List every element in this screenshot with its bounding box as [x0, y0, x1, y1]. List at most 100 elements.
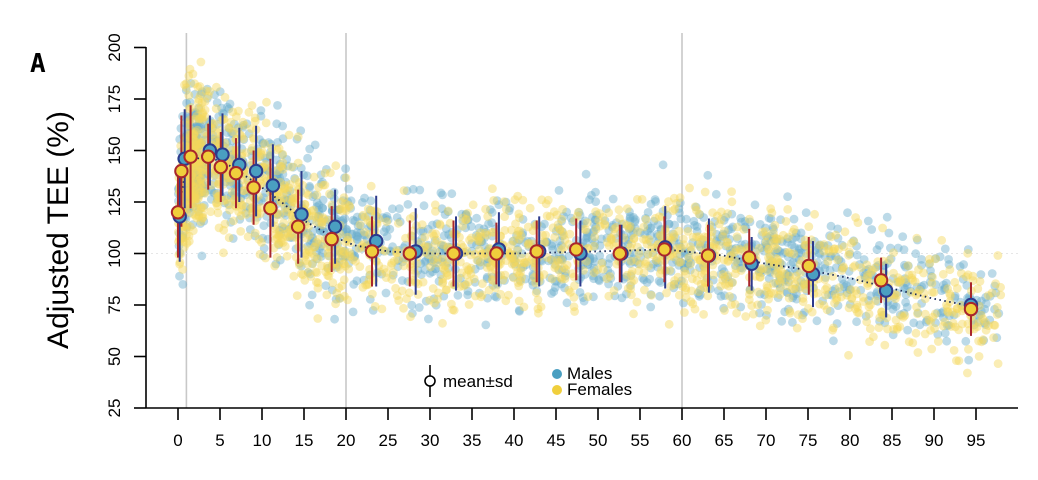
- raw-data-point: [915, 320, 925, 330]
- raw-data-point: [277, 222, 287, 232]
- raw-data-point: [933, 330, 943, 339]
- raw-data-point: [215, 87, 225, 96]
- raw-data-point: [406, 312, 415, 322]
- raw-data-point: [346, 196, 356, 206]
- raw-data-point: [315, 244, 324, 253]
- raw-data-point: [205, 87, 215, 96]
- raw-data-point: [285, 186, 295, 196]
- raw-data-point: [482, 272, 492, 282]
- raw-data-point: [683, 259, 693, 269]
- raw-data-point: [645, 274, 655, 284]
- raw-data-point: [828, 246, 838, 256]
- raw-data-point: [353, 221, 363, 231]
- raw-data-point: [736, 263, 745, 273]
- raw-data-point: [430, 236, 440, 245]
- raw-data-point: [316, 170, 326, 180]
- raw-data-point: [643, 249, 653, 259]
- raw-data-point: [181, 142, 191, 152]
- raw-data-point: [234, 123, 243, 132]
- y-tick-label-50: 50: [105, 347, 124, 366]
- raw-data-point: [259, 251, 268, 261]
- raw-data-point: [652, 229, 662, 239]
- raw-data-point: [229, 216, 238, 226]
- raw-data-point: [187, 181, 197, 191]
- raw-data-point: [262, 165, 272, 175]
- raw-data-point: [958, 274, 968, 284]
- raw-data-point: [558, 204, 567, 214]
- raw-data-point: [199, 201, 209, 210]
- raw-data-point: [785, 268, 794, 277]
- raw-data-point: [726, 249, 735, 258]
- raw-data-point: [500, 270, 510, 280]
- raw-data-point: [894, 277, 903, 287]
- raw-data-point: [643, 208, 653, 217]
- raw-data-point: [981, 299, 991, 308]
- raw-data-point: [478, 279, 487, 288]
- raw-data-point: [937, 235, 947, 245]
- raw-data-point: [278, 121, 287, 131]
- raw-data-point: [683, 227, 693, 236]
- raw-data-point: [861, 311, 871, 321]
- raw-data-point: [190, 181, 200, 190]
- raw-data-point: [320, 180, 330, 190]
- raw-data-point: [852, 317, 861, 327]
- raw-data-point: [424, 314, 433, 324]
- raw-data-point: [940, 244, 950, 254]
- raw-data-point: [510, 195, 520, 205]
- raw-data-point: [257, 196, 266, 206]
- raw-data-point: [318, 203, 328, 213]
- raw-data-point: [184, 91, 194, 100]
- raw-data-point: [728, 244, 737, 254]
- raw-data-point: [755, 289, 765, 299]
- raw-data-point: [468, 200, 478, 210]
- raw-data-point: [279, 195, 289, 205]
- raw-data-point: [598, 258, 607, 267]
- raw-data-point: [829, 323, 838, 333]
- raw-data-point: [646, 223, 656, 233]
- raw-data-point: [839, 279, 848, 289]
- raw-data-point: [312, 190, 322, 200]
- raw-data-point: [213, 201, 222, 211]
- raw-data-point: [192, 185, 202, 194]
- y-tick-label-75: 75: [105, 296, 124, 315]
- raw-data-point: [506, 240, 516, 250]
- raw-data-point: [447, 299, 456, 309]
- raw-data-point: [444, 263, 453, 273]
- raw-data-point: [725, 245, 735, 254]
- raw-data-point: [557, 227, 567, 236]
- raw-data-point: [769, 224, 778, 234]
- raw-data-point: [843, 208, 852, 218]
- raw-data-point: [339, 193, 349, 203]
- raw-data-point: [434, 288, 443, 298]
- raw-data-point: [192, 121, 202, 131]
- raw-data-point: [833, 224, 843, 234]
- raw-data-point: [610, 291, 620, 301]
- raw-data-point: [225, 123, 235, 133]
- females-mean-marker: [402, 246, 417, 261]
- raw-data-point: [629, 276, 639, 285]
- raw-data-point: [837, 240, 847, 250]
- raw-data-point: [312, 198, 322, 208]
- raw-data-point: [344, 259, 354, 268]
- raw-data-point: [347, 229, 357, 239]
- raw-data-point: [733, 234, 742, 243]
- raw-data-point: [191, 172, 201, 181]
- raw-data-point: [589, 241, 599, 251]
- raw-data-point: [453, 290, 463, 300]
- raw-data-point: [557, 279, 566, 289]
- raw-data-point: [913, 308, 923, 318]
- raw-data-point: [751, 240, 761, 250]
- raw-data-point: [775, 286, 784, 295]
- raw-data-point: [198, 180, 207, 190]
- raw-data-point: [547, 289, 556, 298]
- raw-data-point: [716, 236, 726, 246]
- raw-data-point: [940, 285, 949, 294]
- raw-data-point: [834, 283, 844, 293]
- raw-data-point: [646, 231, 655, 240]
- raw-data-point: [318, 195, 328, 205]
- raw-data-point: [559, 263, 569, 273]
- raw-data-point: [255, 209, 265, 219]
- raw-data-point: [557, 274, 567, 284]
- raw-data-point: [242, 209, 251, 219]
- raw-data-point: [740, 217, 750, 226]
